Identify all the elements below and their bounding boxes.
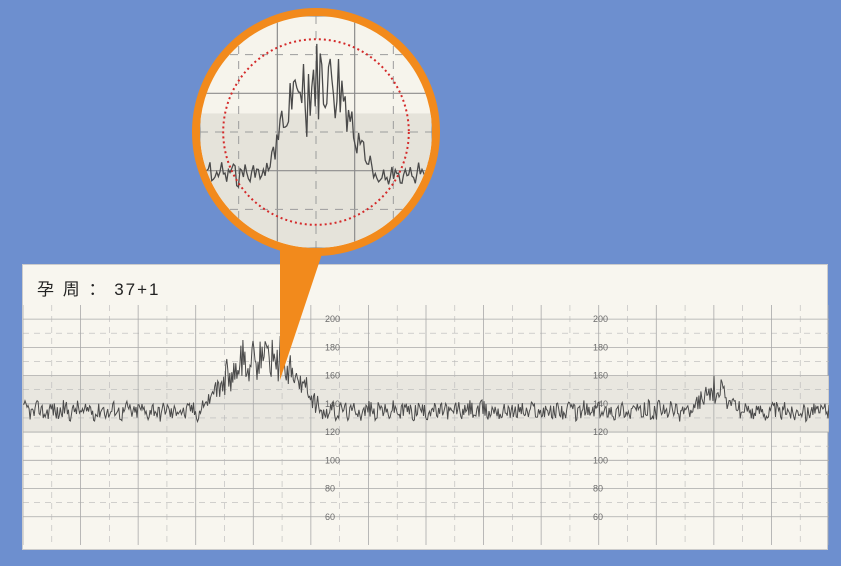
- svg-text:160: 160: [593, 371, 608, 381]
- svg-text:80: 80: [325, 484, 335, 494]
- svg-text:100: 100: [325, 455, 340, 465]
- gestational-age-label: 孕 周 ： 37+1: [37, 275, 160, 300]
- magnifier-content: [200, 16, 432, 248]
- ctg-chart-panel: 孕 周 ： 37+1 60801001201401601802006080100…: [22, 264, 828, 550]
- magnifier-circle: [192, 8, 440, 256]
- title-prefix: 孕 周 ：: [37, 280, 107, 299]
- svg-text:60: 60: [593, 512, 603, 522]
- magnifier-pointer: [275, 230, 335, 400]
- svg-text:180: 180: [593, 342, 608, 352]
- ctg-strip-chart: 6080100120140160180200608010012014016018…: [23, 305, 829, 545]
- svg-text:200: 200: [593, 314, 608, 324]
- svg-text:120: 120: [593, 427, 608, 437]
- magnifier-lens: [192, 8, 440, 256]
- title-value: 37+1: [114, 280, 160, 299]
- svg-text:60: 60: [325, 512, 335, 522]
- svg-text:100: 100: [593, 455, 608, 465]
- svg-text:80: 80: [593, 484, 603, 494]
- svg-text:120: 120: [325, 427, 340, 437]
